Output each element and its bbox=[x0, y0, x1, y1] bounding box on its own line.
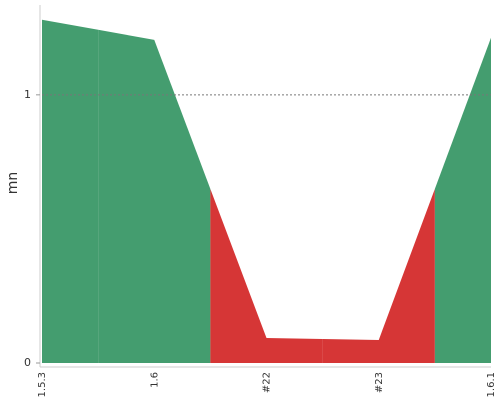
x-tick-label: 1.6 bbox=[149, 372, 160, 388]
x-tick-label: 1.6.1 bbox=[486, 372, 497, 397]
x-tick-label: 1.5.3 bbox=[37, 372, 48, 397]
x-tick-label: #22 bbox=[262, 372, 273, 393]
area-segment bbox=[98, 29, 211, 364]
area-segment bbox=[434, 37, 491, 364]
x-tick-label: #23 bbox=[374, 372, 385, 393]
area-segment bbox=[42, 19, 99, 364]
area-segment bbox=[322, 188, 435, 363]
y-axis-label: mn bbox=[5, 172, 21, 195]
area-segment bbox=[210, 188, 323, 363]
y-tick-label: 1 bbox=[24, 88, 31, 101]
y-tick-label: 0 bbox=[24, 356, 31, 369]
